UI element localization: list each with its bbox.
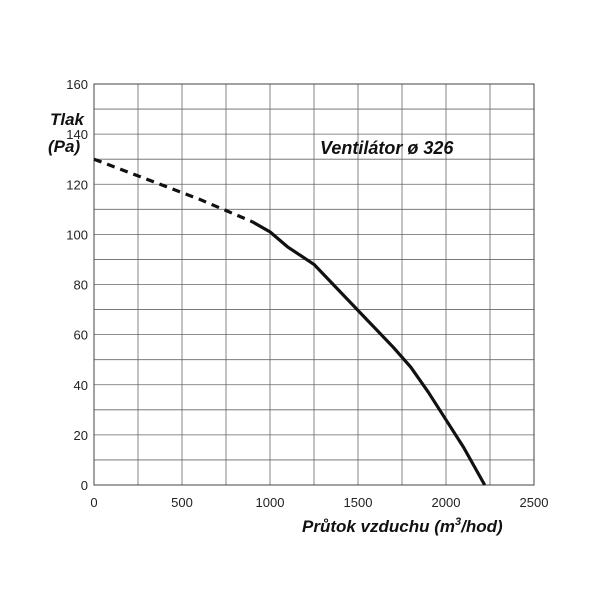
x-axis-label-main: Průtok vzduchu (m bbox=[302, 517, 455, 536]
y-axis-label-line1: Tlak bbox=[50, 110, 86, 129]
grid bbox=[93, 83, 535, 486]
x-tick-label: 2000 bbox=[432, 495, 461, 510]
y-axis-label-line2: (Pa) bbox=[48, 137, 80, 156]
plot-border bbox=[93, 83, 535, 486]
tick-labels: 0 500 1000 1500 2000 2500 0 20 40 60 80 100 120 140 16… bbox=[66, 77, 548, 510]
x-tick-label: 1000 bbox=[256, 495, 285, 510]
x-tick-label: 500 bbox=[171, 495, 193, 510]
y-tick-label: 0 bbox=[81, 478, 88, 493]
curve-solid-segment bbox=[251, 220, 487, 486]
y-tick-label: 120 bbox=[66, 177, 88, 192]
x-axis-label: Průtok vzduchu (m3/hod) bbox=[302, 516, 503, 536]
curve bbox=[93, 157, 487, 486]
x-axis-label-end: /hod) bbox=[460, 517, 503, 536]
y-tick-label: 160 bbox=[66, 77, 88, 92]
y-tick-label: 40 bbox=[74, 378, 88, 393]
y-tick-label: 80 bbox=[74, 278, 88, 293]
x-tick-label: 0 bbox=[90, 495, 97, 510]
chart-title: Ventilátor ø 326 bbox=[320, 138, 454, 158]
x-tick-label: 2500 bbox=[520, 495, 549, 510]
y-tick-label: 140 bbox=[66, 127, 88, 142]
y-tick-label: 100 bbox=[66, 227, 88, 242]
x-tick-label: 1500 bbox=[344, 495, 373, 510]
y-tick-label: 60 bbox=[74, 328, 88, 343]
y-tick-label: 20 bbox=[74, 428, 88, 443]
x-axis-label-superscript: 3 bbox=[455, 516, 461, 528]
curve-dashed-segment bbox=[93, 157, 254, 224]
